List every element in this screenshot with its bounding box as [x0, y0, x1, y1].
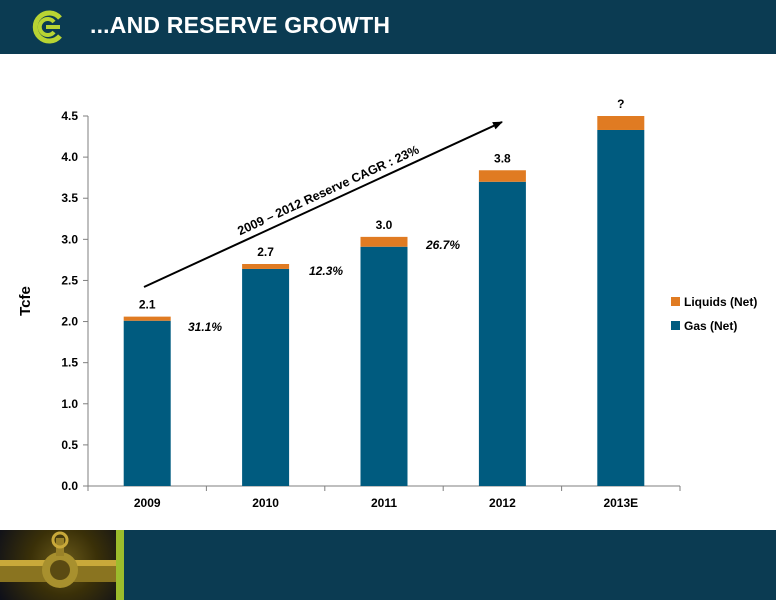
bar-liquids — [242, 264, 290, 269]
cagr-arrow — [143, 121, 503, 288]
footer-bar — [0, 530, 776, 600]
legend-swatch-gas — [671, 321, 680, 330]
y-tick-label: 0.5 — [61, 438, 78, 452]
footer-accent-stripe — [116, 530, 124, 600]
y-axis-title: Tcfe — [17, 286, 34, 316]
x-tick-label: 2012 — [489, 496, 516, 510]
growth-rate-label: 26.7% — [425, 238, 460, 252]
company-logo-icon — [32, 10, 62, 44]
pipeline-valve-photo-icon — [0, 530, 116, 600]
cagr-label: 2009 – 2012 Reserve CAGR : 23% — [235, 143, 421, 238]
bar-gas — [123, 320, 171, 486]
chart-legend: Liquids (Net) Gas (Net) — [671, 295, 757, 333]
y-tick-label: 1.5 — [61, 356, 78, 370]
legend-label-gas: Gas (Net) — [684, 319, 737, 333]
y-tick-label: 2.5 — [61, 273, 78, 287]
legend-swatch-liquids — [671, 297, 680, 306]
bar-total-label: 3.0 — [376, 218, 393, 232]
y-tick-label: 4.5 — [61, 109, 78, 123]
chart-bars — [123, 116, 645, 486]
growth-rate-label: 12.3% — [309, 264, 343, 278]
y-tick-label: 3.5 — [61, 191, 78, 205]
bar-liquids — [360, 236, 408, 247]
y-tick-label: 3.0 — [61, 232, 78, 246]
bar-gas — [597, 129, 645, 486]
page-title: ...AND RESERVE GROWTH — [90, 12, 391, 38]
bar-gas — [478, 181, 526, 486]
growth-rate-label: 31.1% — [188, 320, 222, 334]
bar-total-label: 2.7 — [257, 245, 274, 259]
x-tick-label: 2009 — [134, 496, 161, 510]
bar-liquids — [478, 170, 526, 182]
y-tick-label: 1.0 — [61, 397, 78, 411]
y-tick-label: 4.0 — [61, 150, 78, 164]
bar-total-label: 2.1 — [139, 298, 156, 312]
x-tick-label: 2011 — [371, 496, 397, 510]
legend-label-liquids: Liquids (Net) — [684, 295, 757, 309]
bar-liquids — [123, 316, 171, 321]
header-bar: ...AND RESERVE GROWTH — [0, 0, 776, 54]
y-tick-label: 2.0 — [61, 315, 78, 329]
bar-gas — [242, 268, 290, 486]
y-tick-label: 0.0 — [61, 479, 78, 493]
x-tick-label: 2013E — [603, 496, 638, 510]
bar-liquids — [597, 116, 645, 130]
chart-axes: 0.0 0.5 1.0 1.5 2.0 2.5 3.0 3.5 4.0 4.5 2009 2010 20… — [17, 109, 681, 510]
x-tick-label: 2010 — [252, 496, 279, 510]
bar-total-label: ? — [617, 97, 624, 111]
bar-gas — [360, 246, 408, 486]
bar-total-label: 3.8 — [494, 151, 511, 165]
